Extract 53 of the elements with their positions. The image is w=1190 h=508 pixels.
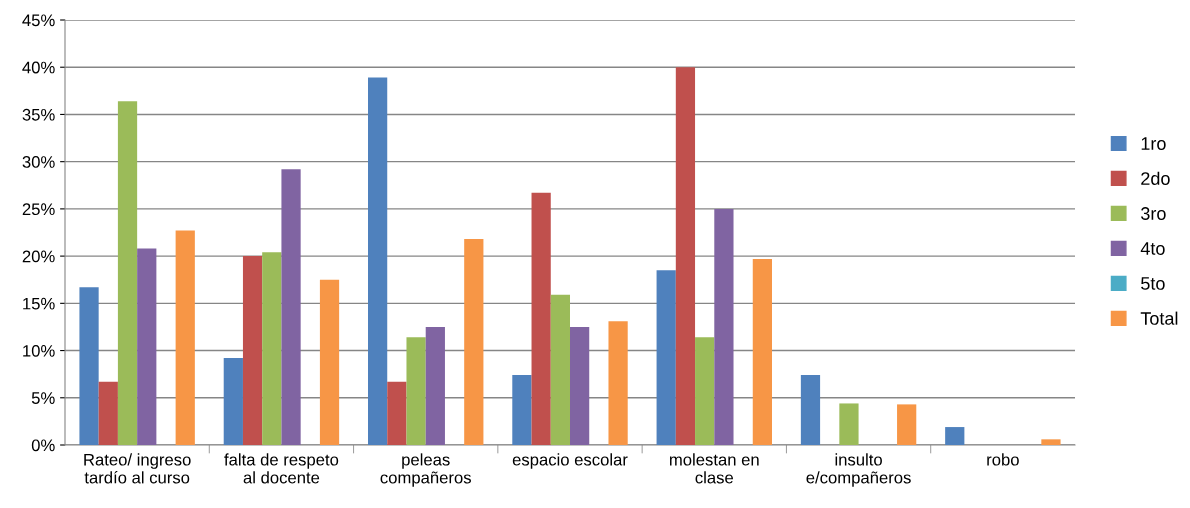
bar — [570, 326, 590, 445]
x-tick-label: falta de respeto al docente — [224, 453, 339, 484]
bar — [117, 101, 138, 445]
bar — [175, 230, 195, 445]
bar — [752, 258, 772, 445]
y-tick-label: 15% — [23, 297, 55, 310]
bar — [137, 248, 157, 445]
y-tick-label: 5% — [31, 392, 55, 404]
bar — [425, 326, 445, 445]
bar — [550, 294, 570, 445]
legend-label: 1ro — [1141, 137, 1166, 150]
bar — [531, 192, 551, 445]
legend-label: 5to — [1141, 277, 1165, 290]
y-tick-label: 20% — [22, 250, 55, 263]
bar — [656, 270, 676, 445]
x-tick-label: peleas compañeros — [380, 453, 471, 487]
bar — [464, 239, 484, 445]
bar — [242, 256, 263, 445]
bar — [675, 67, 696, 445]
bar — [79, 287, 99, 445]
bar — [262, 252, 282, 445]
bar — [839, 403, 859, 445]
bar — [945, 427, 965, 445]
x-tick-label: robo — [987, 453, 1019, 466]
y-tick-label: 25% — [22, 203, 55, 216]
y-tick-label: 45% — [22, 14, 55, 27]
bar — [512, 375, 532, 445]
legend-label: Total — [1140, 311, 1178, 325]
bar — [695, 337, 715, 445]
x-tick-label: molestan en clase — [670, 453, 759, 484]
bar — [897, 404, 917, 445]
bar — [714, 208, 734, 445]
legend-label: 4to — [1140, 242, 1165, 255]
bar — [98, 381, 118, 445]
y-tick-label: 30% — [22, 156, 55, 168]
legend-label: 2do — [1141, 171, 1170, 185]
y-tick-label: 10% — [23, 344, 55, 357]
bar — [281, 169, 301, 445]
bar — [223, 358, 243, 445]
bar — [368, 77, 388, 445]
legend-label: 3ro — [1141, 207, 1166, 220]
x-tick-label: espacio escolar — [512, 453, 628, 469]
bar — [1041, 439, 1061, 445]
x-tick-label: Rateo/ ingreso tardío al curso — [84, 453, 191, 484]
x-tick-label: insulto e/compañeros — [806, 453, 911, 487]
bar — [319, 279, 340, 445]
y-tick-label: 40% — [22, 61, 55, 74]
y-tick-label: 35% — [22, 108, 55, 121]
bar — [608, 321, 628, 445]
y-tick-label: 0% — [31, 439, 55, 452]
bar — [406, 337, 426, 445]
bar — [387, 381, 407, 445]
bar — [800, 375, 821, 445]
